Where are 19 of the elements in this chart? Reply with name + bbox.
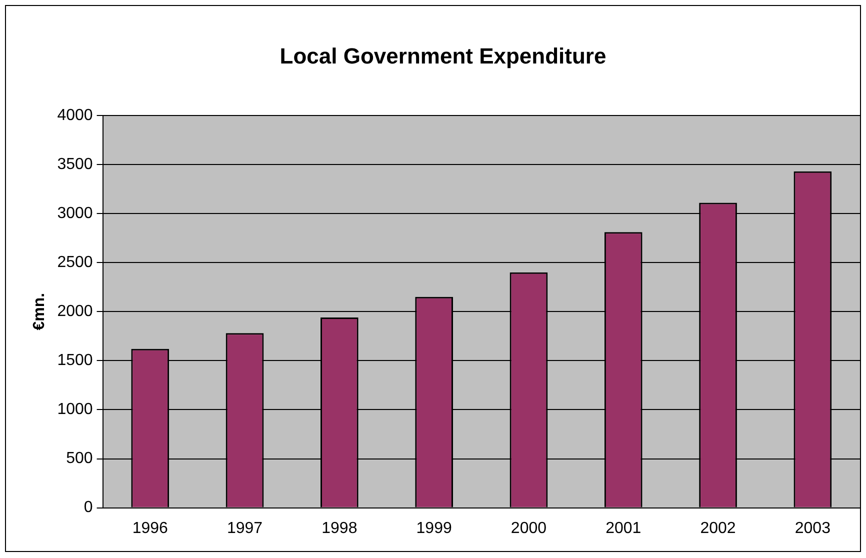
x-tick-label: 2002 bbox=[700, 520, 736, 537]
y-tick-label: 1000 bbox=[57, 401, 93, 418]
chart-title: Local Government Expenditure bbox=[280, 43, 606, 68]
y-tick-label: 3000 bbox=[57, 204, 93, 222]
x-tick-label: 1998 bbox=[322, 520, 358, 537]
x-tick-label: 2003 bbox=[794, 520, 831, 537]
x-tick-label: 2001 bbox=[606, 520, 642, 537]
y-tick-label: 2000 bbox=[57, 303, 93, 320]
y-tick-label: 500 bbox=[66, 450, 93, 468]
y-tick-label: 1500 bbox=[57, 352, 93, 370]
x-tick-label: 1997 bbox=[226, 520, 263, 537]
y-tick-label: 2500 bbox=[57, 254, 93, 271]
y-axis-title: €mn. bbox=[31, 292, 48, 330]
x-tick-label: 2000 bbox=[510, 520, 547, 537]
x-tick-label: 1999 bbox=[416, 520, 452, 537]
x-tick-label: 1996 bbox=[132, 520, 168, 537]
y-tick-label: 0 bbox=[84, 499, 93, 516]
y-tick-label: 4000 bbox=[57, 106, 93, 124]
y-tick-label: 3500 bbox=[57, 156, 93, 173]
